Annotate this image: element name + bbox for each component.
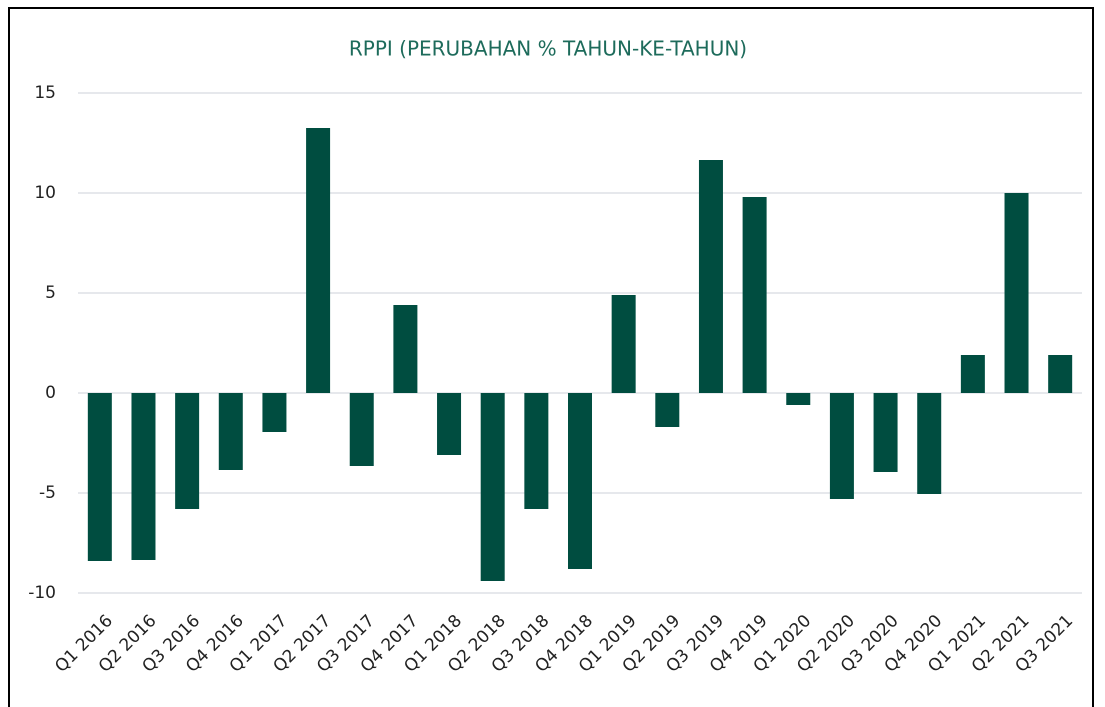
bar	[742, 197, 767, 393]
chart-title: RPPI (PERUBAHAN % TAHUN-KE-TAHUN)	[349, 37, 747, 61]
bar	[655, 393, 680, 427]
bar	[175, 393, 200, 509]
bar	[829, 393, 854, 499]
bar	[306, 128, 331, 393]
y-tick-label: -10	[28, 583, 56, 603]
bar	[393, 305, 418, 393]
bar	[1048, 355, 1073, 393]
bar	[917, 393, 942, 494]
bar	[568, 393, 592, 569]
bar	[87, 393, 112, 561]
bar	[524, 393, 549, 509]
frame	[8, 7, 1094, 707]
y-tick-label: 0	[45, 383, 56, 403]
y-tick-label: 15	[34, 83, 56, 103]
y-tick-label: 5	[45, 283, 56, 303]
bar	[218, 393, 243, 470]
bar	[131, 393, 156, 560]
y-tick-label: 10	[34, 183, 56, 203]
bar	[698, 160, 723, 393]
bar	[349, 393, 374, 466]
bar	[873, 393, 898, 472]
bar	[262, 393, 287, 432]
bar	[480, 393, 505, 581]
y-tick-label: -5	[39, 483, 56, 503]
bar	[960, 355, 985, 393]
bar	[1004, 193, 1029, 393]
bar	[611, 295, 636, 393]
bar	[437, 393, 462, 455]
bar	[786, 393, 811, 405]
